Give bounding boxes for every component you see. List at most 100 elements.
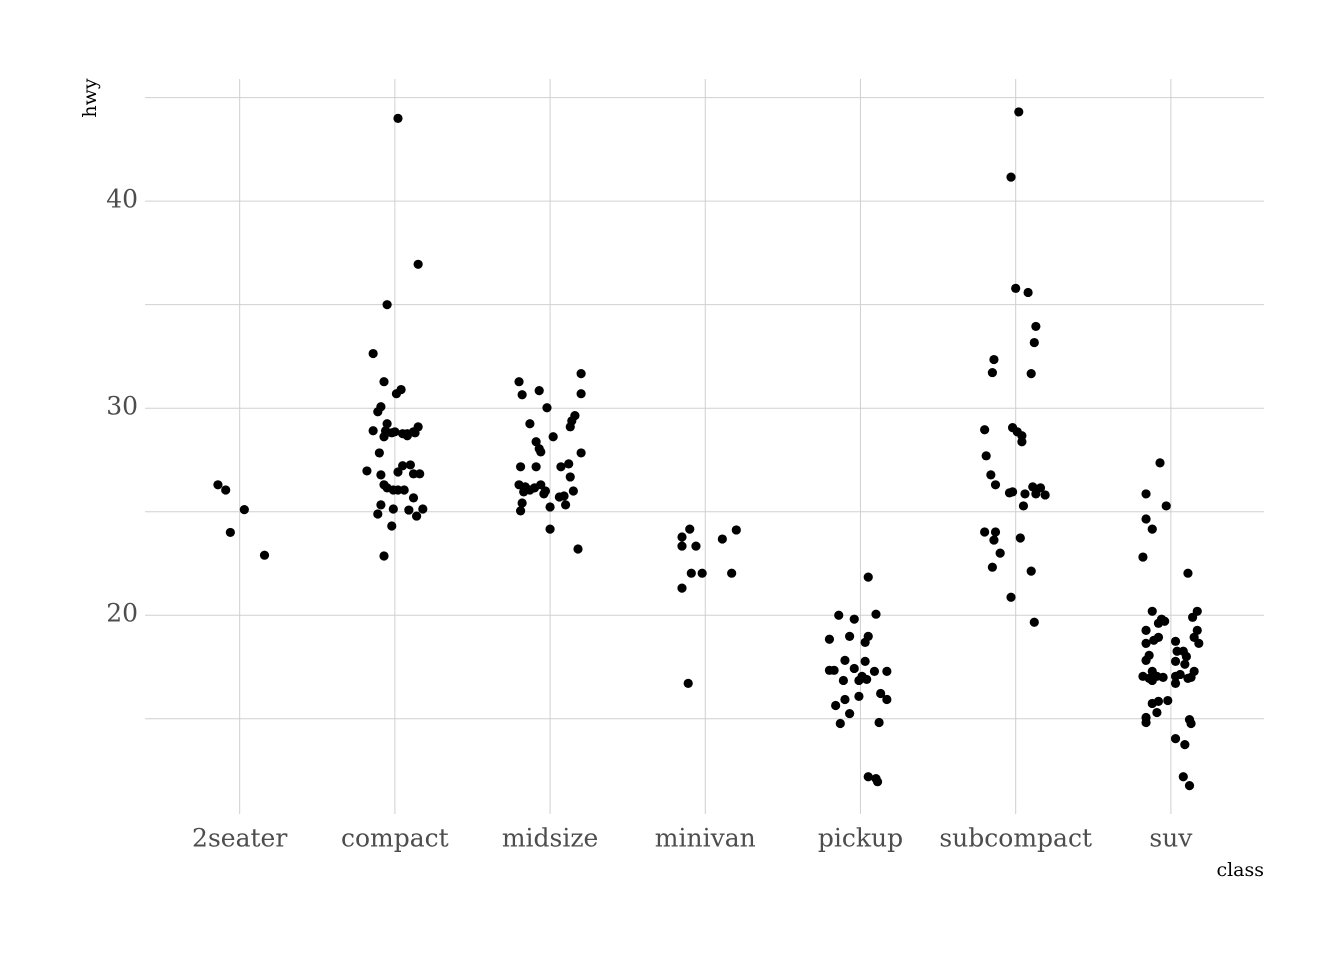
point xyxy=(677,541,687,551)
point xyxy=(849,614,859,624)
point xyxy=(1161,501,1171,511)
point xyxy=(362,466,372,476)
point xyxy=(573,544,583,554)
point xyxy=(415,469,425,479)
point xyxy=(213,480,223,490)
point xyxy=(221,485,231,495)
point xyxy=(410,428,420,438)
point xyxy=(1031,321,1041,332)
point xyxy=(686,568,696,578)
point xyxy=(987,367,997,378)
point xyxy=(373,509,383,519)
point xyxy=(1186,718,1196,729)
point xyxy=(399,485,409,495)
point xyxy=(872,777,883,787)
point xyxy=(382,300,392,310)
x-tick-label: 2seater xyxy=(192,824,287,853)
point xyxy=(685,524,695,534)
point xyxy=(683,678,693,688)
point xyxy=(824,634,835,644)
point xyxy=(1186,672,1196,682)
point xyxy=(418,504,428,514)
point xyxy=(876,688,886,699)
point xyxy=(368,426,378,436)
point xyxy=(854,691,864,702)
point xyxy=(565,422,575,432)
point xyxy=(408,493,419,503)
point xyxy=(1152,707,1162,718)
point xyxy=(1141,638,1151,648)
point xyxy=(239,505,249,515)
y-tick-label: 20 xyxy=(106,599,138,628)
point xyxy=(860,656,870,667)
point xyxy=(531,462,541,472)
point xyxy=(863,572,873,582)
point xyxy=(519,487,529,497)
point xyxy=(560,500,571,510)
point xyxy=(1147,606,1157,616)
y-tick-label: 30 xyxy=(106,392,138,421)
point xyxy=(1170,734,1181,744)
point xyxy=(564,459,574,469)
point xyxy=(1170,636,1181,646)
point xyxy=(376,500,386,510)
point xyxy=(382,419,392,429)
point xyxy=(989,535,999,545)
point xyxy=(1194,638,1204,648)
point xyxy=(515,462,526,472)
point xyxy=(882,694,892,705)
point xyxy=(576,448,586,458)
point xyxy=(1160,616,1170,626)
point xyxy=(1147,698,1157,709)
y-tick-label: 40 xyxy=(106,185,138,214)
point xyxy=(727,568,737,578)
point xyxy=(1158,672,1168,682)
point xyxy=(517,498,527,508)
point xyxy=(379,551,389,561)
point xyxy=(1184,781,1195,791)
point xyxy=(1192,625,1202,635)
point xyxy=(514,377,524,387)
point xyxy=(515,506,526,516)
point xyxy=(1040,490,1050,500)
point xyxy=(840,694,850,705)
x-tick-label: suv xyxy=(1149,824,1193,853)
point xyxy=(404,505,414,515)
point xyxy=(548,432,558,442)
point xyxy=(1018,501,1029,511)
point xyxy=(576,389,586,399)
point xyxy=(1181,651,1191,662)
point xyxy=(545,502,555,512)
point xyxy=(259,550,270,560)
point xyxy=(1026,566,1036,576)
point xyxy=(1007,487,1018,497)
point xyxy=(565,472,575,482)
x-tick-label: minivan xyxy=(655,824,756,853)
point xyxy=(388,504,398,514)
point xyxy=(376,402,386,412)
point xyxy=(840,655,850,665)
point xyxy=(1183,568,1193,578)
point xyxy=(980,425,990,435)
point xyxy=(717,534,727,544)
point xyxy=(1029,337,1039,348)
point xyxy=(1028,482,1038,492)
point xyxy=(980,527,990,537)
point xyxy=(1170,678,1181,688)
point xyxy=(393,113,403,123)
point xyxy=(534,385,544,396)
point xyxy=(1170,656,1181,667)
point xyxy=(1141,514,1151,524)
point xyxy=(542,403,552,413)
point xyxy=(225,527,235,538)
point xyxy=(1188,612,1198,622)
point xyxy=(1178,772,1188,782)
point xyxy=(829,665,839,675)
point xyxy=(1180,659,1190,669)
point xyxy=(677,583,687,593)
point xyxy=(838,675,849,686)
point xyxy=(871,609,881,619)
point xyxy=(1014,107,1024,117)
